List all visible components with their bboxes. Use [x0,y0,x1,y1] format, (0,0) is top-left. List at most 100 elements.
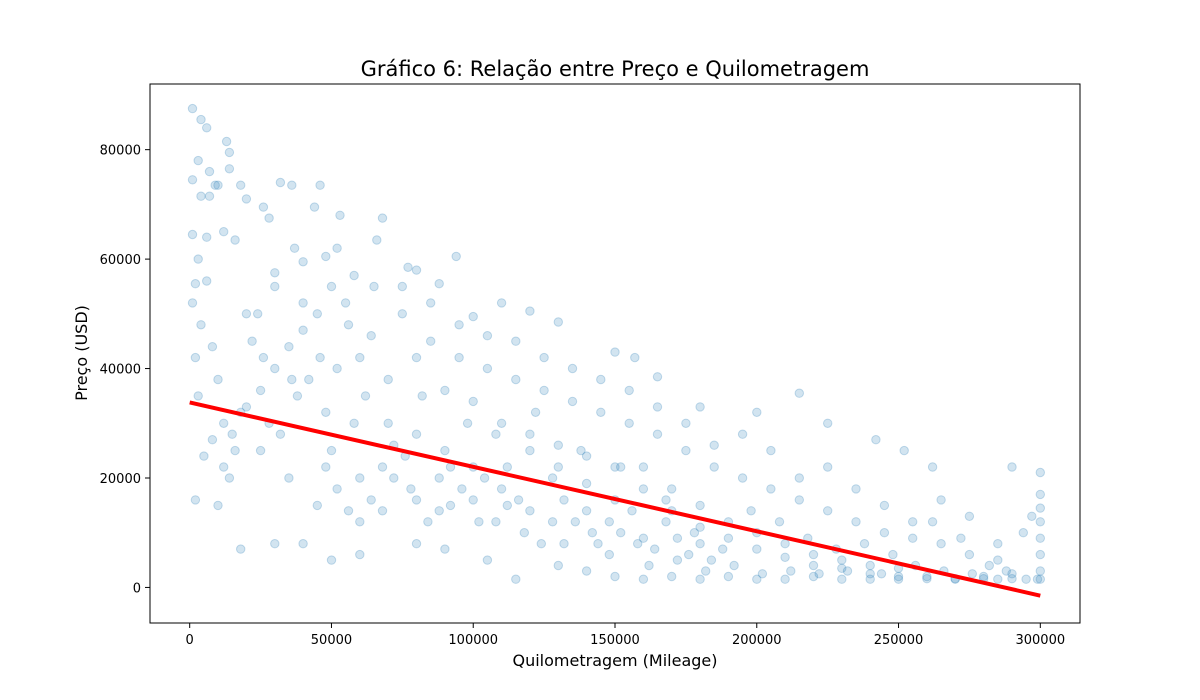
y-axis-label: Preço (USD) [72,305,91,401]
data-point [842,566,853,576]
data-point [567,363,578,374]
data-point [865,569,875,579]
data-point [321,407,331,417]
data-point [936,539,946,549]
data-point [723,571,734,582]
data-point [567,396,578,407]
data-point [823,418,833,428]
data-point [667,571,677,582]
data-point [652,402,663,412]
data-point [706,555,717,565]
data-point [1035,533,1046,543]
data-point [596,407,606,417]
data-point [922,571,932,582]
data-point [397,309,407,319]
data-point [440,544,450,554]
data-point [993,539,1003,549]
data-point [729,560,739,571]
data-point [927,517,938,527]
data-point [746,506,756,516]
data-point [326,281,337,292]
data-point [202,276,212,286]
data-point [593,539,603,549]
data-point [978,571,989,582]
data-point [332,243,342,253]
data-point [190,495,201,505]
y-tick-label: 80000 [100,144,141,159]
data-point [491,429,501,439]
data-point [426,336,436,346]
data-point [780,552,790,562]
data-point [482,331,493,341]
data-point [964,511,975,521]
data-point [511,574,521,584]
data-point [511,374,521,385]
data-point [411,352,422,363]
data-point [187,229,198,240]
data-point [468,495,478,505]
data-point [633,539,643,549]
data-point [315,180,325,190]
data-point [1001,566,1011,576]
data-point [289,243,300,253]
data-point [423,517,433,527]
regression-line [189,400,1041,598]
data-point [513,495,524,505]
data-point [616,528,626,538]
data-point [511,336,521,346]
data-point [224,473,235,483]
data-point [984,560,994,571]
data-point [196,114,206,125]
data-point [851,484,861,494]
data-point [689,528,700,538]
data-point [482,555,493,565]
data-point [859,539,870,549]
data-point [343,506,354,516]
data-point [255,445,266,456]
data-point [752,407,762,417]
data-point [411,429,422,439]
data-point [837,555,847,565]
data-point [227,429,237,439]
data-point [298,325,308,335]
data-point [236,544,246,554]
data-point [956,533,966,543]
data-point [434,279,444,289]
data-point [661,517,671,527]
data-point [1007,569,1017,579]
data-point [207,435,218,445]
data-point [695,500,705,511]
data-point [638,574,649,584]
data-point [468,396,478,407]
data-point [247,336,257,346]
data-point [204,191,215,201]
y-tick-label: 60000 [100,253,141,268]
data-point [275,177,286,188]
data-point [638,462,649,472]
data-point [502,462,512,472]
data-point [610,462,620,472]
x-tick-label: 50000 [311,633,352,648]
data-point [652,372,663,382]
data-point [210,180,220,190]
data-point [684,549,694,560]
data-point [681,445,691,456]
data-point [604,517,614,527]
data-point [366,331,376,341]
data-point [372,235,382,245]
data-point [417,391,427,401]
data-point [496,418,507,428]
data-point [536,539,546,549]
data-point [457,484,467,494]
data-point [893,574,904,584]
data-point [287,180,297,190]
data-point [196,320,206,330]
data-point [661,495,671,505]
data-point [570,517,580,527]
data-point [1018,528,1028,538]
data-point [581,566,592,576]
data-point [638,484,649,494]
data-point [723,533,734,543]
data-point [383,374,393,385]
regression-line-layer [189,400,1041,598]
